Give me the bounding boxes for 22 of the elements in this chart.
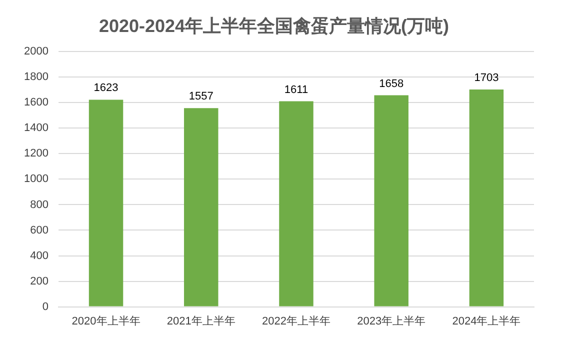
y-tick-label: 1200 <box>24 148 48 160</box>
x-tick-label: 2022年上半年 <box>262 314 330 328</box>
y-tick-label: 2000 <box>24 46 48 58</box>
x-tick-label: 2023年上半年 <box>357 314 426 328</box>
data-label: 1611 <box>284 84 308 96</box>
data-label: 1703 <box>474 72 499 84</box>
y-tick-label: 1800 <box>24 71 48 84</box>
x-tick-label: 2021年上半年 <box>166 314 236 328</box>
y-tick-label: 1000 <box>24 173 48 186</box>
y-tick-label: 400 <box>30 250 48 262</box>
y-tick-label: 1400 <box>24 122 48 134</box>
x-tick-label: 2020年上半年 <box>72 314 140 328</box>
y-tick-label: 600 <box>30 224 48 236</box>
data-label: 1557 <box>188 90 214 103</box>
y-tick-label: 1600 <box>24 96 48 109</box>
chart-title: 2020-2024年上半年全国禽蛋产量情况(万吨) <box>98 16 450 36</box>
y-tick-label: 0 <box>42 300 48 313</box>
x-tick-label: 2024年上半年 <box>452 314 521 328</box>
y-tick-label: 800 <box>30 198 48 211</box>
data-label: 1623 <box>94 82 118 94</box>
y-tick-label: 200 <box>30 275 48 288</box>
data-label: 1658 <box>379 78 404 90</box>
